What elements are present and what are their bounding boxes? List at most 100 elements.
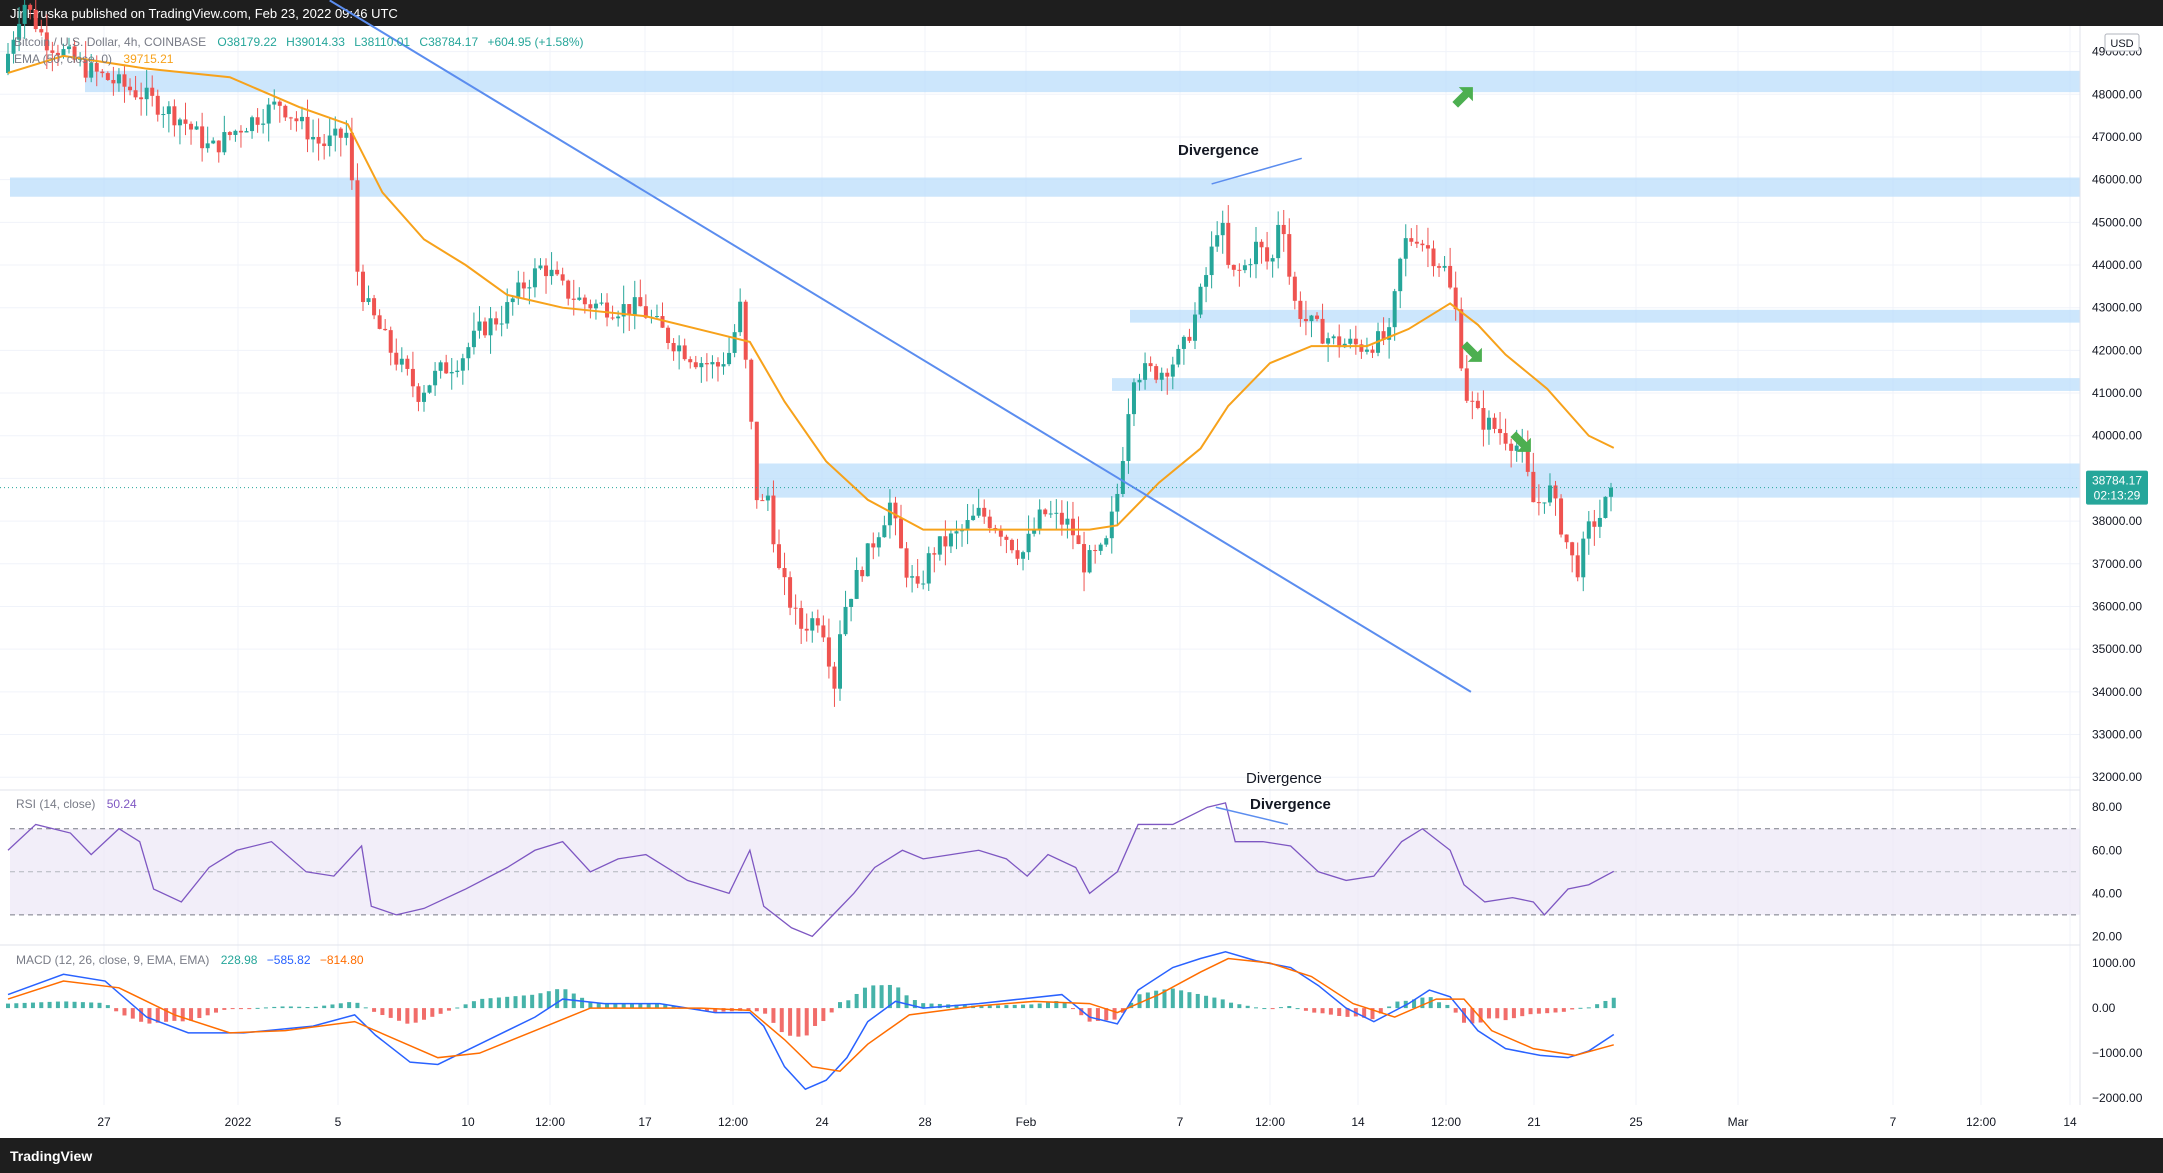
candle-body [677, 345, 682, 352]
candle-body [471, 330, 476, 348]
candle-body [671, 343, 676, 352]
time-tick-label: Mar [1728, 1115, 1749, 1129]
macd-histogram-bar [155, 1008, 160, 1023]
time-axis[interactable]: 27 2022 5 10 12:00 17 12:00 24 28 Feb 7 12:00 14 12:0… [97, 1115, 2077, 1129]
rsi-label: RSI (14, close) [16, 797, 95, 811]
candle-body [810, 618, 815, 631]
arrow-down-right-icon [1510, 431, 1531, 452]
macd-histogram-bar [1137, 994, 1142, 1009]
candle-body [704, 363, 709, 365]
candle-body [1348, 338, 1353, 344]
resistance-zones [10, 70, 2080, 498]
time-tick-label: 7 [1177, 1115, 1184, 1129]
candle-body [849, 598, 854, 607]
candle-body [838, 634, 842, 689]
macd-histogram-bar [1262, 1008, 1267, 1010]
candle-body [155, 95, 160, 115]
ema-value: 39715.21 [123, 52, 173, 66]
candle-body [1370, 349, 1375, 353]
macd-histogram-bar [347, 1002, 352, 1009]
candle-body [1048, 513, 1053, 515]
candle-body [1104, 538, 1109, 545]
candle-body [1076, 535, 1081, 545]
time-tick-label: 12:00 [535, 1115, 565, 1129]
candle-body [1109, 511, 1114, 539]
macd-histogram-bar [205, 1008, 210, 1016]
candle-body [1315, 315, 1320, 319]
high-value: H39014.33 [286, 35, 345, 49]
last-price-timer: 02:13:29 [2094, 489, 2141, 503]
time-tick-label: 12:00 [718, 1115, 748, 1129]
candle-body [1509, 443, 1514, 451]
candle-body [1492, 417, 1497, 429]
macd-histogram-bar [521, 995, 526, 1009]
macd-histogram-bar [1129, 1002, 1134, 1009]
macd-histogram-bar [1453, 1008, 1458, 1013]
candle-body [621, 304, 626, 317]
macd-histogram-bar [796, 1008, 801, 1037]
candle-body [987, 516, 992, 529]
candle-body [854, 570, 859, 599]
macd-histogram-bar [654, 1003, 659, 1009]
candle-body [1098, 544, 1103, 551]
resistance-zone [85, 70, 2080, 93]
candle-body [1131, 382, 1136, 415]
time-tick-label: 24 [815, 1115, 829, 1129]
price-series [6, 0, 1615, 707]
candle-body [466, 347, 471, 359]
candle-body [1414, 241, 1419, 244]
macd-histogram-bar [1270, 1008, 1275, 1010]
candle-body [904, 548, 909, 578]
macd-histogram-bar [1445, 1004, 1450, 1009]
candle-body [366, 298, 371, 303]
macd-histogram-bar [788, 1008, 793, 1036]
candle-body [255, 117, 260, 125]
published-info: JiriHruska published on TradingView.com,… [10, 6, 398, 21]
candle-body [832, 666, 837, 689]
candle-body [272, 101, 277, 105]
symbol-name: Bitcoin / U.S. Dollar, 4h, COINBASE [14, 35, 206, 49]
currency-badge[interactable] [2104, 33, 2140, 52]
candle-body [477, 321, 482, 331]
candle-body [1608, 487, 1613, 497]
candle-body [943, 536, 948, 547]
macd-histogram-bar [1187, 992, 1192, 1009]
macd-histogram-bar [804, 1008, 809, 1036]
macd-histogram-bar [1287, 1006, 1292, 1009]
candle-body [438, 362, 443, 371]
macd-histogram-bar [22, 1002, 27, 1009]
candle-body [383, 328, 388, 331]
macd-histogram-bar [1520, 1008, 1525, 1017]
last-price-value: 38784.17 [2092, 474, 2142, 488]
macd-histogram-bar [1012, 1004, 1017, 1009]
rsi-value: 50.24 [107, 797, 137, 811]
candle-body [1403, 238, 1408, 259]
macd-histogram-bar [829, 1008, 834, 1013]
price-tick-label: 37000.00 [2092, 557, 2142, 571]
macd-histogram-bar [779, 1008, 784, 1033]
candle-body [1498, 428, 1503, 434]
candle-body [1387, 327, 1392, 340]
candle-body [105, 73, 110, 80]
macd-histogram-bar [1570, 1008, 1575, 1010]
candle-body [1065, 518, 1070, 525]
candle-body [28, 4, 33, 10]
rsi-divergence-line [1215, 806, 1289, 826]
candle-body [776, 544, 781, 569]
macd-histogram-bar [862, 987, 867, 1009]
candle-body [582, 297, 587, 305]
currency-label: USD [2110, 38, 2133, 50]
candle-body [305, 116, 310, 140]
macd-histogram-bar [1112, 1008, 1117, 1020]
candle-body [1093, 550, 1098, 552]
candle-body [399, 358, 404, 365]
macd-histogram-bar [1220, 999, 1225, 1009]
macd-histogram-bar [1412, 999, 1417, 1009]
macd-histogram-bar [1586, 1007, 1591, 1009]
macd-tick-label: −1000.00 [2092, 1046, 2143, 1060]
candle-body [61, 49, 66, 56]
candle-body [83, 58, 88, 78]
macd-histogram-bar [14, 1003, 19, 1009]
candle-body [1592, 521, 1597, 527]
